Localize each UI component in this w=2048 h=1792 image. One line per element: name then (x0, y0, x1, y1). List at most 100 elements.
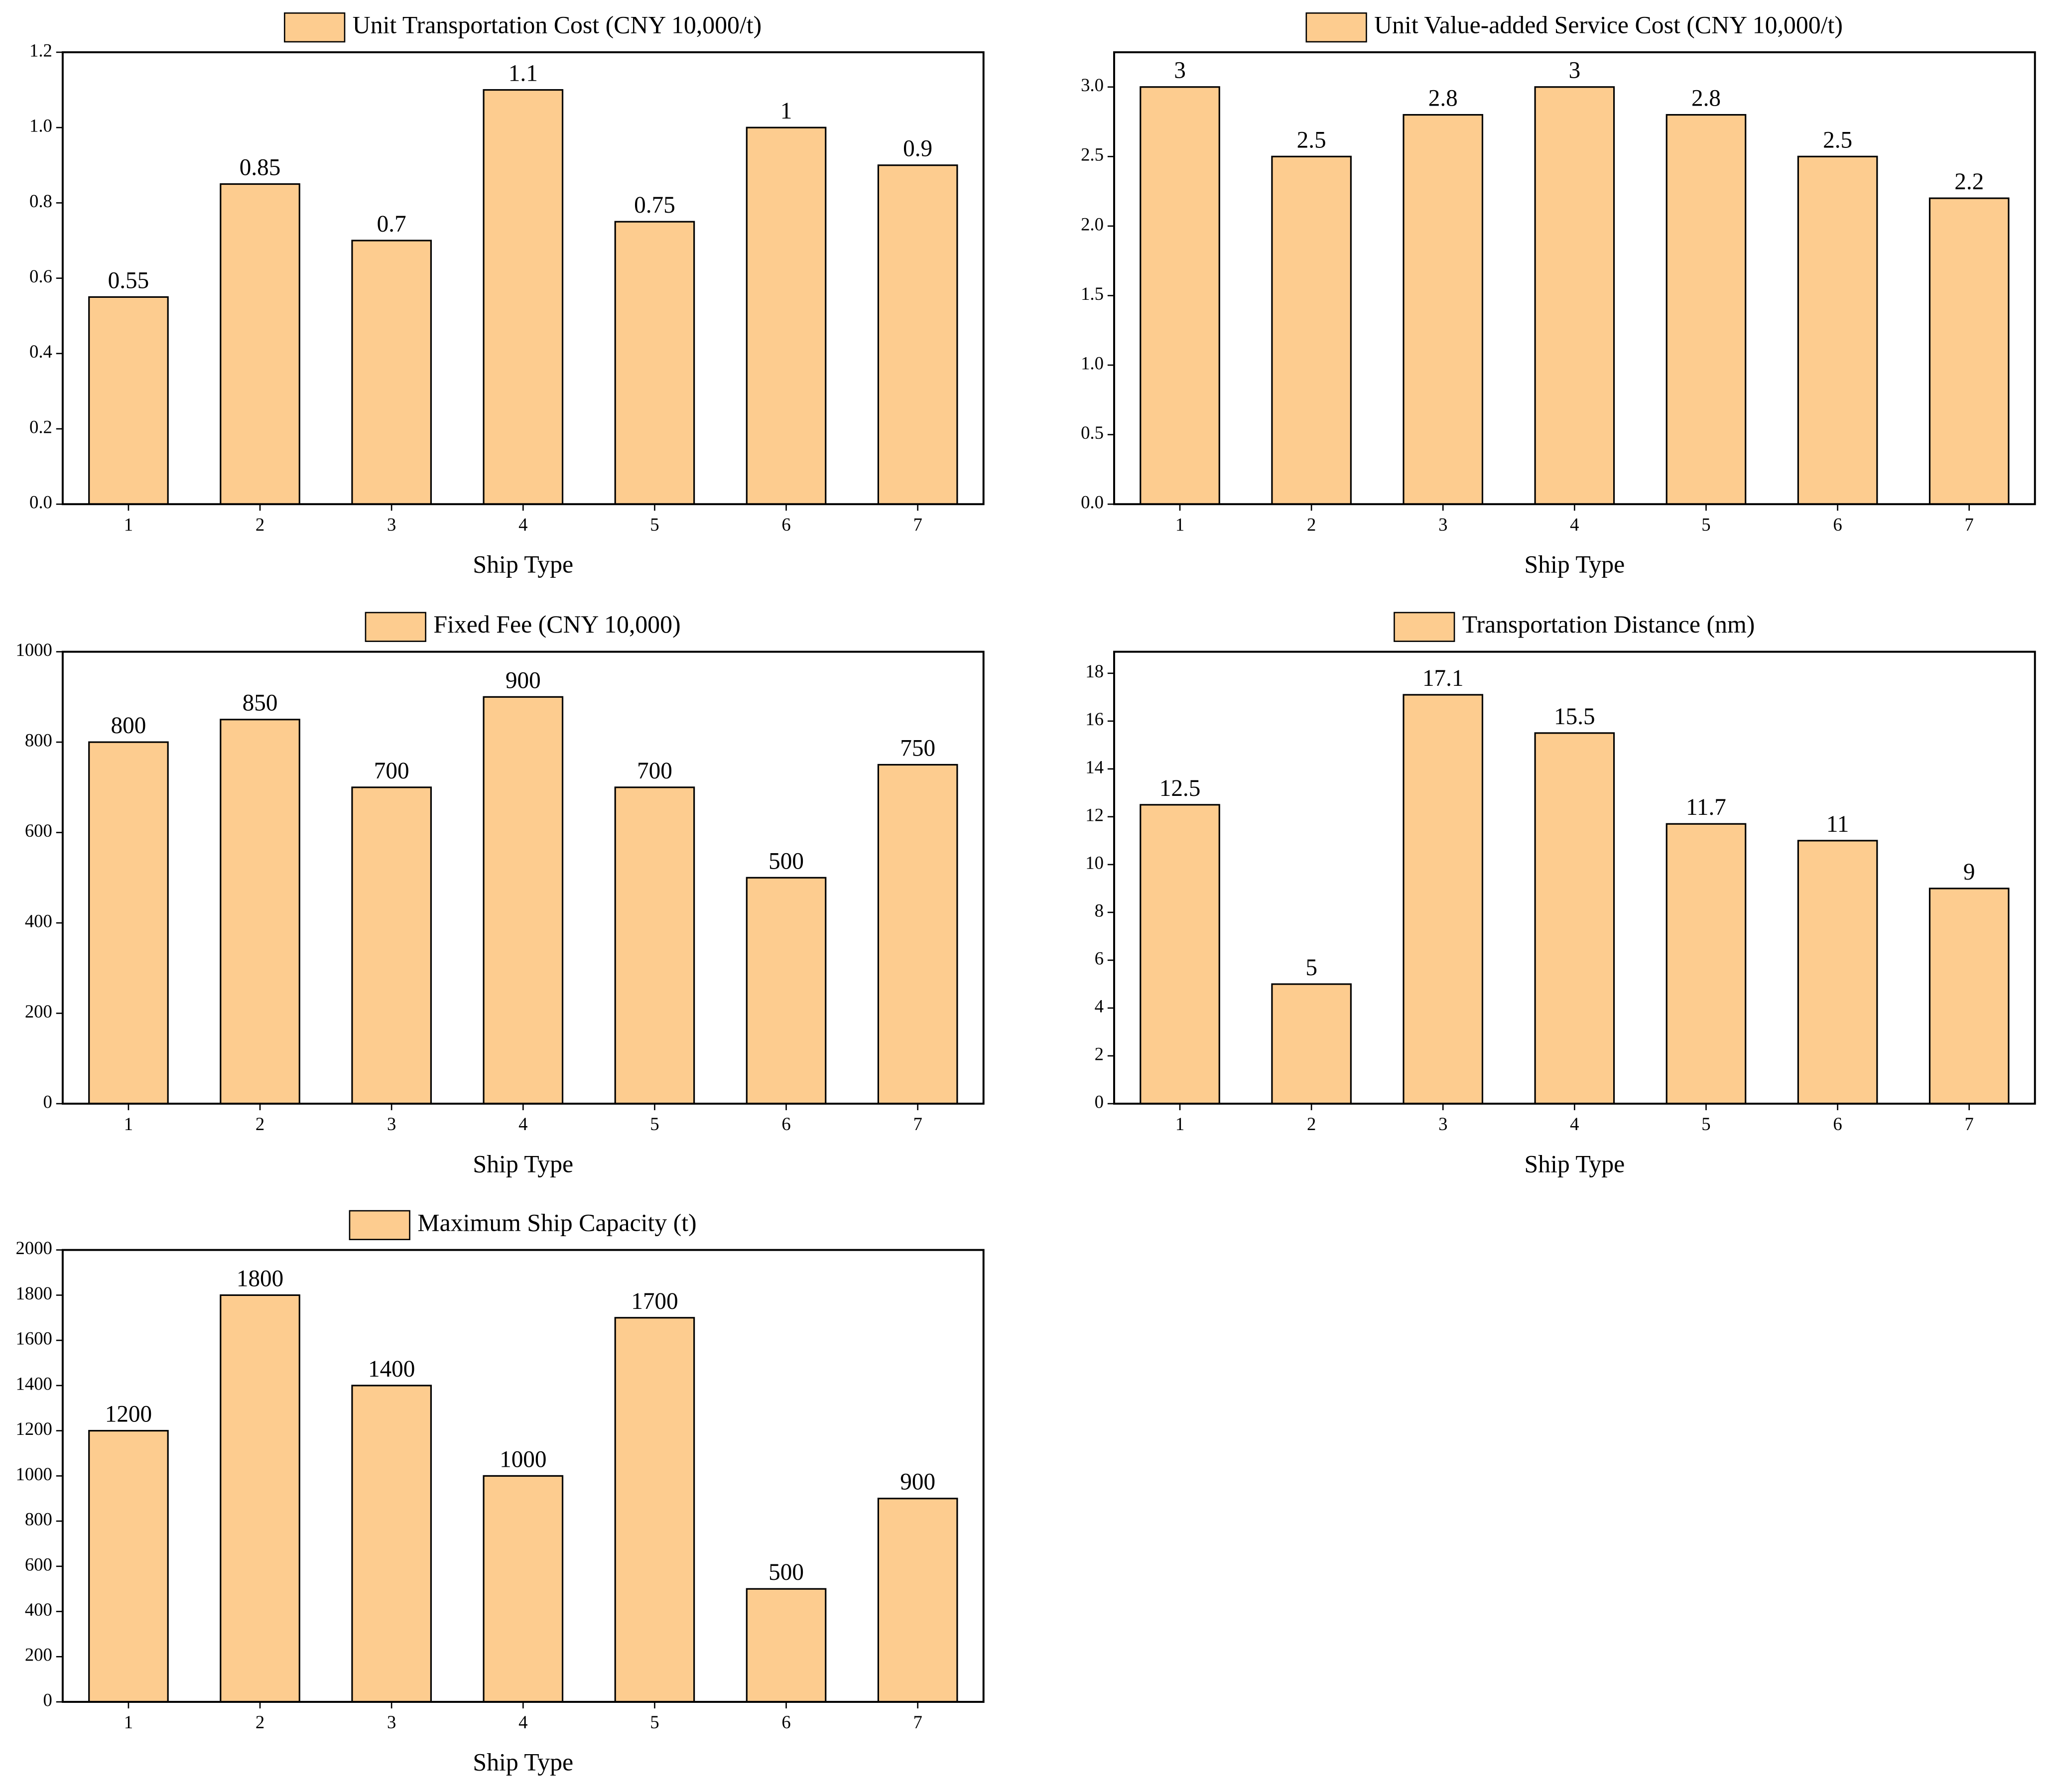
legend-label: Unit Transportation Cost (CNY 10,000/t) (353, 11, 762, 39)
x-tick-label: 6 (1833, 1114, 1842, 1134)
x-tick-label: 6 (781, 1712, 790, 1732)
bar (483, 696, 564, 1105)
y-tick-label: 12 (1085, 804, 1104, 825)
x-tick-label: 7 (913, 1114, 922, 1134)
bar (877, 1498, 958, 1703)
y-tick-label: 1800 (15, 1283, 52, 1303)
value-label: 2.8 (1691, 86, 1721, 112)
bar (220, 1294, 300, 1703)
value-label: 500 (768, 848, 804, 874)
bar (1928, 197, 2010, 505)
bar (1403, 694, 1484, 1105)
bar (1665, 114, 1747, 505)
y-tick-label: 800 (25, 730, 52, 750)
y-tick-label: 0 (43, 1689, 52, 1710)
y-tick-label: 800 (25, 1509, 52, 1530)
y-tick-label: 1000 (15, 640, 52, 660)
x-tick-label: 3 (1438, 1114, 1447, 1134)
y-tick-label: 2.0 (1081, 214, 1104, 234)
y-tick-label: 0.0 (1081, 492, 1104, 512)
bar (614, 1317, 695, 1703)
x-tick-label: 4 (518, 514, 527, 534)
bar (1271, 983, 1352, 1105)
y-tick-label: 600 (25, 820, 52, 841)
bar (1534, 732, 1615, 1105)
value-label: 700 (637, 758, 672, 784)
legend-label: Maximum Ship Capacity (t) (417, 1209, 696, 1236)
value-label: 12.5 (1159, 775, 1201, 801)
y-tick-label: 0.5 (1081, 422, 1104, 443)
bar (220, 719, 300, 1105)
y-tick-label: 200 (25, 1001, 52, 1022)
x-tick-label: 5 (650, 1712, 659, 1732)
bar (1534, 86, 1615, 505)
x-tick-label: 5 (1701, 1114, 1710, 1134)
x-tick-label: 4 (518, 1114, 527, 1134)
x-axis-title: Ship Type (1524, 551, 1625, 578)
x-axis-title: Ship Type (473, 551, 573, 578)
x-tick-label: 7 (913, 1712, 922, 1732)
value-label: 700 (374, 758, 409, 784)
x-tick-label: 1 (124, 1114, 133, 1134)
plot-frame (1113, 51, 2036, 506)
value-label: 0.7 (377, 211, 406, 237)
value-label: 850 (243, 690, 278, 716)
x-tick-label: 5 (650, 514, 659, 534)
bar (1403, 114, 1484, 505)
value-label: 5 (1305, 955, 1317, 981)
value-label: 3 (1174, 58, 1186, 84)
chart-panel: 0.0 0.2 0.4 0.6 0.8 1.0 1.2 1 2 3 4 5 6 7 0.55 0.85 0.7 1… (29, 11, 985, 578)
value-label: 11.7 (1686, 794, 1726, 820)
value-label: 1400 (368, 1356, 415, 1382)
bar (746, 877, 827, 1105)
x-tick-label: 3 (387, 514, 396, 534)
value-label: 1700 (631, 1288, 678, 1314)
bar (1140, 804, 1220, 1105)
legend-swatch (365, 612, 426, 642)
y-tick-label: 6 (1095, 948, 1104, 968)
value-label: 2.5 (1297, 127, 1326, 153)
bar (483, 89, 564, 505)
x-tick-label: 3 (387, 1114, 396, 1134)
bar (1271, 155, 1352, 505)
y-tick-label: 200 (25, 1645, 52, 1665)
value-label: 500 (768, 1559, 804, 1585)
value-label: 1800 (237, 1266, 283, 1291)
value-label: 2.2 (1954, 169, 1984, 195)
bar (746, 127, 827, 505)
legend: Transportation Distance (nm) (1394, 611, 1755, 642)
x-tick-label: 5 (650, 1114, 659, 1134)
bar (351, 786, 432, 1105)
x-tick-label: 3 (387, 1712, 396, 1732)
y-tick-label: 4 (1095, 996, 1104, 1016)
bar (351, 240, 432, 505)
chart-panel: 0.0 0.5 1.0 1.5 2.0 2.5 3.0 1 2 3 4 5 6 7 3 2.5 2.8 3 2.8 2… (1081, 11, 2036, 578)
y-tick-label: 1600 (15, 1328, 52, 1349)
bar (1797, 155, 1878, 505)
y-tick-label: 0 (1095, 1091, 1104, 1112)
legend-swatch (1305, 12, 1367, 43)
bar (614, 786, 695, 1105)
plot-frame (61, 1249, 985, 1703)
y-tick-label: 0.8 (29, 191, 52, 211)
legend-label: Fixed Fee (CNY 10,000) (433, 611, 680, 638)
value-label: 1 (780, 98, 792, 124)
bar (1665, 823, 1747, 1105)
y-tick-label: 0.0 (29, 492, 52, 512)
bar (483, 1475, 564, 1703)
chart-panel: 0 200 400 600 800 1000 1200 1400 1600 1800 2000 1 2 3… (15, 1209, 985, 1776)
x-tick-label: 5 (1701, 514, 1710, 534)
y-tick-label: 0 (43, 1091, 52, 1112)
plot-frame (61, 51, 985, 506)
x-tick-label: 6 (781, 1114, 790, 1134)
y-tick-label: 2.5 (1081, 144, 1104, 165)
y-tick-label: 1400 (15, 1373, 52, 1394)
y-tick-label: 16 (1085, 709, 1104, 729)
y-tick-label: 600 (25, 1554, 52, 1574)
y-tick-label: 2 (1095, 1043, 1104, 1064)
bar (88, 296, 169, 505)
x-tick-label: 7 (913, 514, 922, 534)
bar (1140, 86, 1220, 505)
